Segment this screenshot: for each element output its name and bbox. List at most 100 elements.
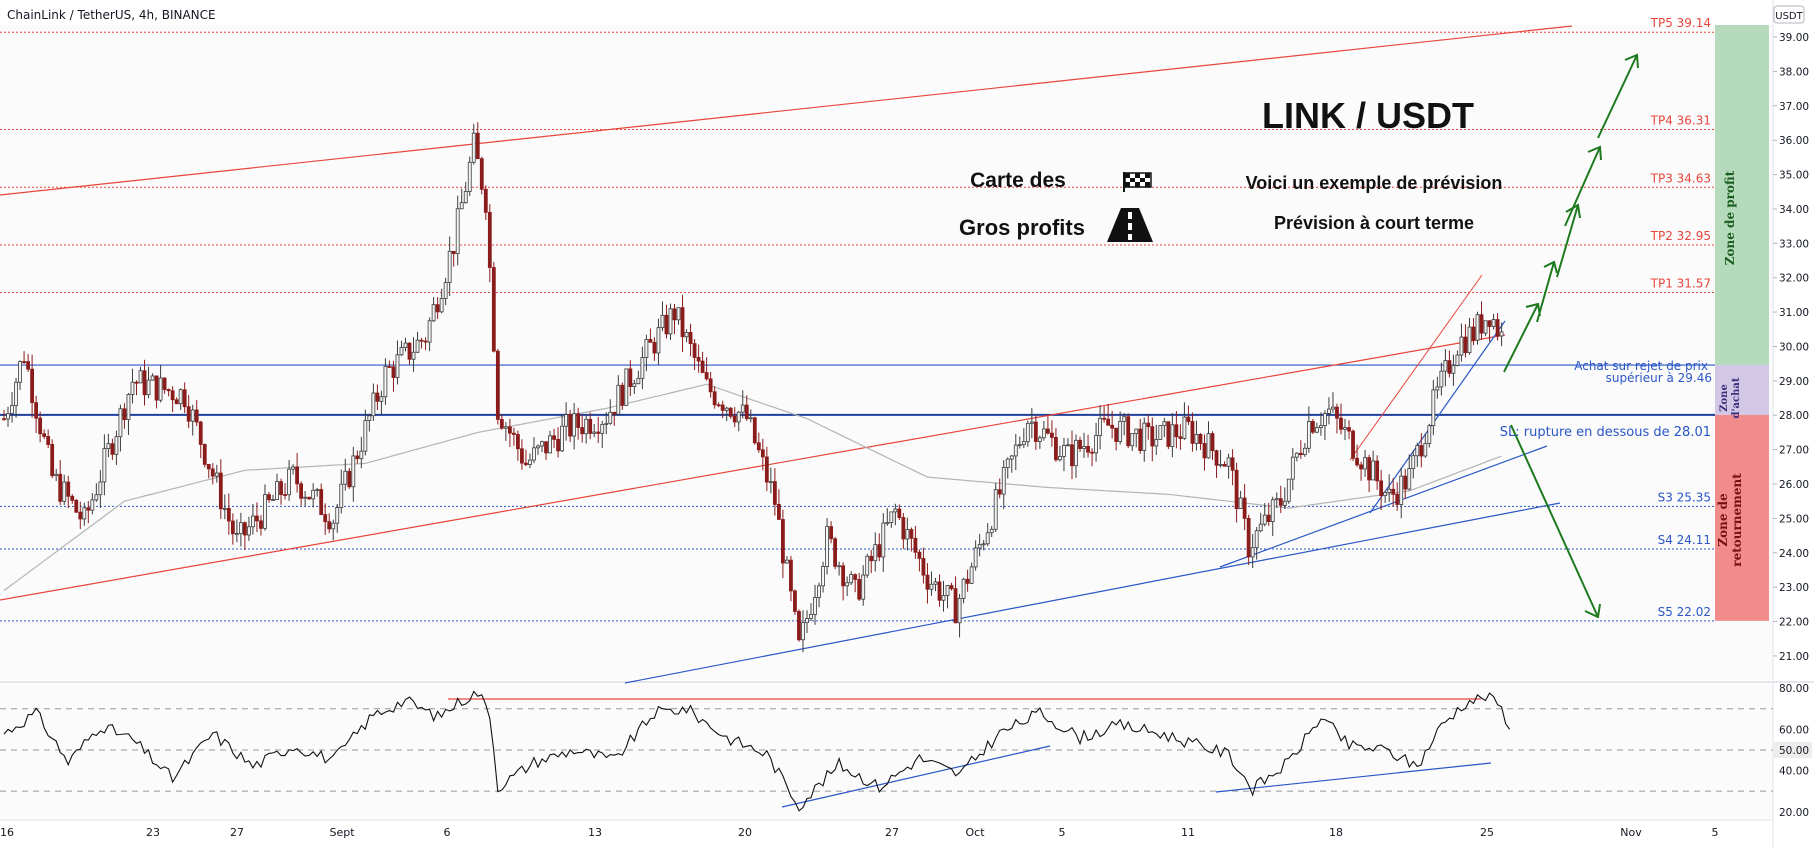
candle[interactable] bbox=[652, 337, 657, 361]
candle[interactable] bbox=[1086, 434, 1090, 458]
candle[interactable] bbox=[536, 444, 540, 455]
candle[interactable] bbox=[435, 297, 440, 319]
candle[interactable] bbox=[1174, 411, 1179, 449]
candle[interactable] bbox=[1310, 418, 1315, 435]
candle[interactable] bbox=[873, 532, 878, 572]
candle[interactable] bbox=[768, 467, 773, 494]
candle[interactable] bbox=[845, 576, 850, 597]
candle[interactable] bbox=[459, 188, 464, 210]
candle[interactable] bbox=[1194, 420, 1199, 451]
candle[interactable] bbox=[74, 498, 79, 513]
candle[interactable] bbox=[961, 577, 966, 604]
candle[interactable] bbox=[925, 563, 930, 604]
candle[interactable] bbox=[1327, 397, 1331, 425]
candle[interactable] bbox=[1499, 322, 1504, 347]
candle[interactable] bbox=[1302, 443, 1307, 457]
candle[interactable] bbox=[825, 518, 829, 575]
candle[interactable] bbox=[226, 493, 231, 535]
major-support-line[interactable] bbox=[624, 502, 1561, 684]
candle[interactable] bbox=[363, 409, 368, 456]
candle[interactable] bbox=[909, 527, 914, 552]
candle[interactable] bbox=[1491, 313, 1496, 330]
candle[interactable] bbox=[1142, 417, 1147, 462]
candle[interactable] bbox=[222, 494, 227, 520]
candle[interactable] bbox=[1102, 406, 1107, 423]
candle[interactable] bbox=[1487, 320, 1492, 342]
candle[interactable] bbox=[1463, 324, 1468, 358]
candle[interactable] bbox=[1359, 461, 1363, 481]
candle[interactable] bbox=[889, 511, 894, 528]
candle[interactable] bbox=[1447, 350, 1452, 378]
candle[interactable] bbox=[1033, 415, 1038, 450]
candle[interactable] bbox=[837, 561, 842, 576]
candle[interactable] bbox=[403, 337, 408, 352]
candle[interactable] bbox=[853, 573, 858, 593]
candle[interactable] bbox=[680, 294, 685, 352]
candle[interactable] bbox=[1218, 449, 1223, 468]
candle[interactable] bbox=[18, 360, 22, 390]
candle[interactable] bbox=[134, 380, 139, 396]
candle[interactable] bbox=[66, 475, 71, 509]
candle[interactable] bbox=[1126, 413, 1131, 449]
candle[interactable] bbox=[1435, 376, 1440, 399]
candle[interactable] bbox=[190, 404, 195, 436]
candle[interactable] bbox=[1306, 406, 1311, 453]
candle[interactable] bbox=[2, 410, 6, 421]
candle[interactable] bbox=[857, 572, 862, 601]
candle[interactable] bbox=[54, 468, 59, 482]
candle[interactable] bbox=[524, 449, 528, 467]
candle[interactable] bbox=[303, 491, 308, 507]
candle[interactable] bbox=[319, 483, 324, 516]
candle[interactable] bbox=[138, 366, 143, 384]
candle[interactable] bbox=[813, 584, 817, 625]
candle[interactable] bbox=[499, 414, 504, 430]
candle[interactable] bbox=[218, 459, 223, 519]
candle[interactable] bbox=[1234, 462, 1239, 523]
candle[interactable] bbox=[580, 415, 585, 443]
candle[interactable] bbox=[1054, 427, 1058, 462]
candle[interactable] bbox=[905, 517, 910, 551]
candle[interactable] bbox=[210, 463, 215, 485]
candle[interactable] bbox=[1286, 478, 1291, 504]
candle[interactable] bbox=[387, 360, 392, 369]
candle[interactable] bbox=[110, 438, 115, 460]
candle[interactable] bbox=[1391, 478, 1396, 507]
candle[interactable] bbox=[588, 412, 593, 440]
candle[interactable] bbox=[1467, 317, 1472, 355]
candle[interactable] bbox=[917, 549, 922, 572]
candle[interactable] bbox=[664, 304, 669, 339]
candle[interactable] bbox=[756, 432, 761, 453]
candle[interactable] bbox=[596, 416, 601, 443]
candle[interactable] bbox=[355, 450, 360, 464]
candle[interactable] bbox=[688, 323, 693, 357]
candle[interactable] bbox=[1439, 362, 1444, 396]
candle[interactable] bbox=[46, 429, 51, 449]
candle[interactable] bbox=[275, 473, 279, 501]
candle[interactable] bbox=[516, 430, 520, 461]
candle[interactable] bbox=[973, 540, 978, 571]
candle[interactable] bbox=[271, 494, 275, 502]
candle[interactable] bbox=[720, 400, 725, 418]
candle[interactable] bbox=[90, 493, 95, 515]
candle[interactable] bbox=[503, 421, 508, 441]
candle[interactable] bbox=[247, 516, 251, 542]
candle[interactable] bbox=[283, 483, 287, 500]
candle[interactable] bbox=[479, 156, 484, 195]
currency-badge[interactable]: USDT bbox=[1775, 11, 1803, 22]
candle[interactable] bbox=[1202, 434, 1207, 471]
candle[interactable] bbox=[251, 503, 255, 535]
candle[interactable] bbox=[1379, 469, 1384, 510]
candle[interactable] bbox=[1029, 408, 1034, 439]
candle[interactable] bbox=[415, 331, 420, 354]
candle[interactable] bbox=[419, 337, 424, 349]
candle[interactable] bbox=[38, 411, 43, 443]
candle[interactable] bbox=[70, 494, 75, 504]
candle[interactable] bbox=[1046, 414, 1050, 435]
candle[interactable] bbox=[467, 156, 472, 197]
candle[interactable] bbox=[455, 195, 460, 266]
candle[interactable] bbox=[676, 307, 681, 325]
candle[interactable] bbox=[1230, 449, 1235, 486]
candle[interactable] bbox=[26, 354, 30, 372]
candle[interactable] bbox=[234, 519, 239, 543]
candle[interactable] bbox=[339, 469, 344, 514]
